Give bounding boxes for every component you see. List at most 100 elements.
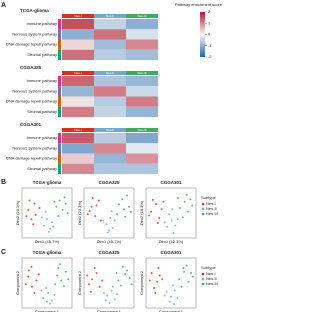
scatter-point [60, 279, 63, 282]
scatter-point [57, 267, 60, 269]
scatter-point [45, 287, 48, 289]
scatter-point [163, 294, 166, 297]
colorbar [200, 12, 205, 57]
scatter-point [187, 280, 190, 283]
row-label: Nervous system pathway [12, 88, 57, 93]
scatter-point [158, 217, 161, 219]
legend-title: Subtype [201, 265, 216, 270]
scatter-point [31, 285, 33, 288]
chart-title: CGGA325 [98, 180, 120, 185]
row-label: Stromal pathway [27, 166, 57, 171]
row-label: Nervous system pathway [12, 145, 57, 150]
scatter-point [93, 267, 96, 269]
chart-title: CGGA301 [160, 180, 182, 185]
row-label: Stromal pathway [27, 109, 57, 114]
row-label: Nervous system pathway [12, 31, 57, 36]
column-label: Nes-II [106, 128, 114, 132]
scatter-point [165, 290, 168, 293]
row-bar [58, 86, 61, 97]
row-bar [58, 76, 61, 87]
scatter-point [157, 267, 160, 269]
scatter-point [58, 199, 61, 202]
scatter-point [176, 197, 179, 199]
scatter-point [148, 214, 151, 217]
scatter-point [61, 208, 64, 211]
heatmap-cell [94, 143, 126, 154]
scatter-point [126, 194, 129, 197]
scatter-point [89, 290, 92, 293]
row-label: Immune pathway [27, 135, 57, 140]
legend-label: Nes-II [206, 276, 217, 281]
heatmap-cell [126, 96, 158, 107]
y-axis-label: Dim2 (20.3%) [77, 200, 82, 225]
scatter-point [33, 202, 36, 205]
scatter-point [119, 284, 122, 287]
scatter-point [110, 289, 113, 292]
heatmap-cell [94, 96, 126, 107]
legend-label: Nes-II [206, 206, 217, 211]
scatter-point [124, 215, 127, 218]
scatter-point [171, 208, 174, 211]
scatter-point [46, 218, 48, 221]
scatter-point [98, 285, 101, 288]
scatter-point [37, 273, 40, 276]
scatter-point [129, 210, 132, 213]
legend-swatch [201, 277, 205, 281]
scatter-point [113, 298, 116, 301]
heatmap-cell [126, 19, 158, 30]
x-axis-label: Dim1 (42.3%) [159, 239, 184, 244]
scatter-point [103, 292, 105, 294]
scatter-point [170, 219, 173, 222]
colorbar-label: -1 [208, 43, 212, 48]
scatter-point [57, 215, 60, 218]
scatter-point [52, 225, 55, 228]
scatter-point [178, 207, 181, 209]
scatter-point [121, 198, 124, 201]
row-label: DNA damage repair pathway [6, 156, 57, 161]
legend-label: Nes-I [206, 201, 216, 206]
row-label: Stromal pathway [27, 52, 57, 57]
y-axis-label: Component 2 [139, 270, 144, 295]
column-bar [126, 14, 158, 18]
panel-label: A [1, 2, 6, 9]
heatmap-title: TCGA-glioma [20, 8, 49, 13]
heatmap-cell [62, 29, 94, 40]
scatter-point [91, 278, 94, 281]
y-axis-label: Component 2 [15, 270, 20, 295]
scatter-point [32, 223, 35, 226]
legend-title: Pathway enrichment score [175, 2, 223, 7]
heatmap-cell [62, 133, 94, 144]
row-bar [58, 163, 61, 174]
heatmap-cell [126, 163, 158, 174]
column-label: Nes-I [74, 14, 81, 18]
legend-label: Nes-I [206, 271, 216, 276]
scatter-point [111, 227, 114, 229]
scatter-point [88, 283, 90, 286]
scatter-point [62, 285, 65, 288]
x-axis-label: Dim1 (45.7%) [35, 239, 60, 244]
scatter-point [161, 278, 164, 281]
scatter-point [154, 292, 157, 294]
scatter-point [173, 289, 176, 292]
scatter-point [156, 222, 159, 224]
heatmap-cell [94, 133, 126, 144]
heatmap-cell [94, 49, 126, 60]
heatmap-cell [126, 86, 158, 97]
chart-title: TCGA-glioma [33, 250, 62, 255]
heatmap-cell [62, 96, 94, 107]
row-bar [58, 19, 61, 30]
plot-frame [21, 257, 73, 309]
scatter-point [46, 300, 48, 303]
scatter-point [67, 278, 70, 281]
plot-frame [83, 257, 135, 309]
legend-label: Nes-III [206, 281, 218, 286]
scatter-point [95, 204, 98, 207]
heatmap-cell [94, 106, 126, 117]
scatter-point [183, 200, 186, 203]
scatter-point [185, 193, 188, 196]
heatmap-cell [126, 106, 158, 117]
scatter-point [176, 297, 179, 299]
scatter-point [171, 284, 174, 287]
scatter-point [128, 205, 130, 208]
row-label: DNA damage repair pathway [6, 99, 57, 104]
